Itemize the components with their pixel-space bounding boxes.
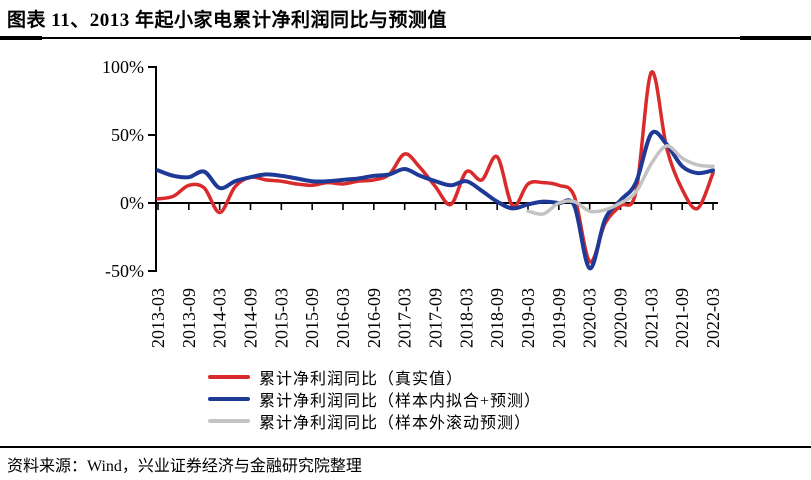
legend-label-outsample: 累计净利润同比（样本外滚动预测） (259, 415, 532, 432)
legend-item-actual: 累计净利润同比（真实值） (208, 366, 541, 388)
x-axis-label: 2018-03 (456, 288, 476, 348)
legend-label-actual: 累计净利润同比（真实值） (259, 371, 464, 388)
series-line-2 (526, 144, 715, 216)
x-axis-label: 2020-03 (580, 288, 600, 348)
legend-swatch-insample (208, 397, 250, 401)
source-text: 资料来源：Wind，兴业证券经济与金融研究院整理 (7, 458, 362, 475)
x-axis-label: 2015-09 (302, 288, 322, 348)
series-line-1 (156, 129, 715, 271)
y-axis-label: -50% (105, 261, 144, 281)
x-axis-label: 2021-09 (672, 288, 692, 348)
x-axis-label: 2013-09 (179, 288, 199, 348)
y-axis-label: 0% (120, 193, 144, 213)
x-axis-label: 2014-09 (241, 288, 261, 348)
x-axis-label: 2017-03 (395, 288, 415, 348)
legend-label-insample: 累计净利润同比（样本内拟合+预测） (259, 393, 542, 410)
title-rule (0, 36, 811, 41)
series-line-0 (156, 70, 715, 264)
title-rule-middle (42, 37, 740, 39)
x-axis-label: 2016-09 (364, 288, 384, 348)
y-axis-label: 50% (111, 125, 144, 145)
y-axis-label: 100% (102, 57, 144, 77)
chart-legend: 累计净利润同比（真实值） 累计净利润同比（样本内拟合+预测） 累计净利润同比（样… (208, 366, 541, 432)
x-axis-label: 2020-09 (611, 288, 631, 348)
x-axis-label: 2022-03 (703, 288, 723, 348)
x-axis-label: 2017-09 (426, 288, 446, 348)
x-axis-label: 2013-03 (148, 288, 168, 348)
x-axis-label: 2015-03 (271, 288, 291, 348)
legend-swatch-outsample (208, 419, 250, 423)
x-axis-label: 2014-03 (210, 288, 230, 348)
legend-item-insample: 累计净利润同比（样本内拟合+预测） (208, 388, 541, 410)
x-axis-label: 2019-09 (549, 288, 569, 348)
legend-swatch-actual (208, 375, 250, 379)
x-axis-label: 2016-03 (333, 288, 353, 348)
title-rule-right (740, 36, 811, 40)
x-axis-label: 2019-03 (518, 288, 538, 348)
title-rule-left (0, 36, 42, 40)
x-axis-label: 2018-09 (487, 288, 507, 348)
x-axis-label: 2021-03 (641, 288, 661, 348)
figure-title: 图表 11、2013 年起小家电累计净利润同比与预测值 (7, 10, 447, 31)
legend-item-outsample: 累计净利润同比（样本外滚动预测） (208, 410, 541, 432)
footer-rule (0, 446, 811, 448)
